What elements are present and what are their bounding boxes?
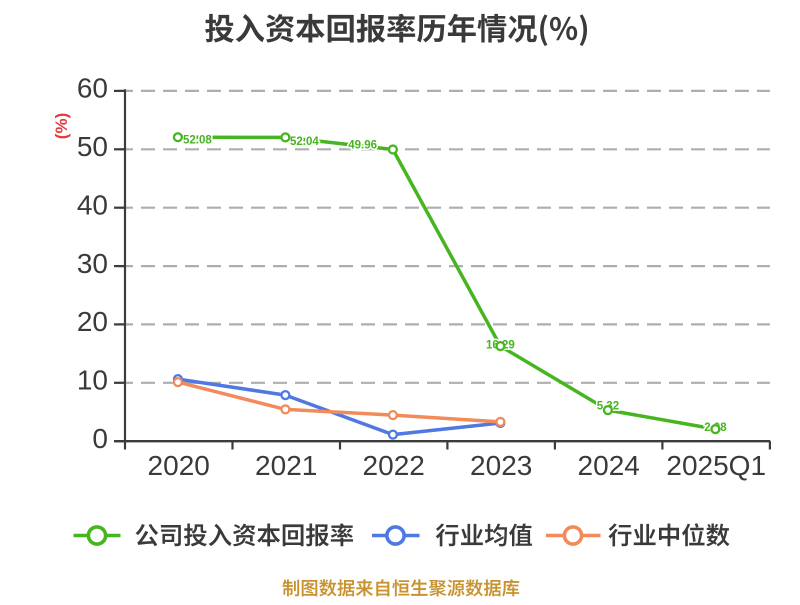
svg-text:40: 40 xyxy=(77,190,108,221)
svg-text:2020: 2020 xyxy=(148,450,210,481)
svg-text:60: 60 xyxy=(77,73,108,104)
svg-text:49.96: 49.96 xyxy=(348,140,377,152)
svg-text:0: 0 xyxy=(92,423,108,454)
svg-text:2021: 2021 xyxy=(255,450,317,481)
svg-text:30: 30 xyxy=(77,248,108,279)
svg-text:2022: 2022 xyxy=(363,450,425,481)
svg-text:(%): (%) xyxy=(52,113,71,139)
svg-text:52.04: 52.04 xyxy=(290,136,319,148)
svg-text:52.08: 52.08 xyxy=(183,135,212,147)
svg-text:2023: 2023 xyxy=(470,450,532,481)
svg-text:2025Q1: 2025Q1 xyxy=(666,450,766,481)
svg-text:10: 10 xyxy=(77,365,108,396)
svg-text:50: 50 xyxy=(77,131,108,162)
svg-text:2024: 2024 xyxy=(578,450,640,481)
svg-text:20: 20 xyxy=(77,306,108,337)
